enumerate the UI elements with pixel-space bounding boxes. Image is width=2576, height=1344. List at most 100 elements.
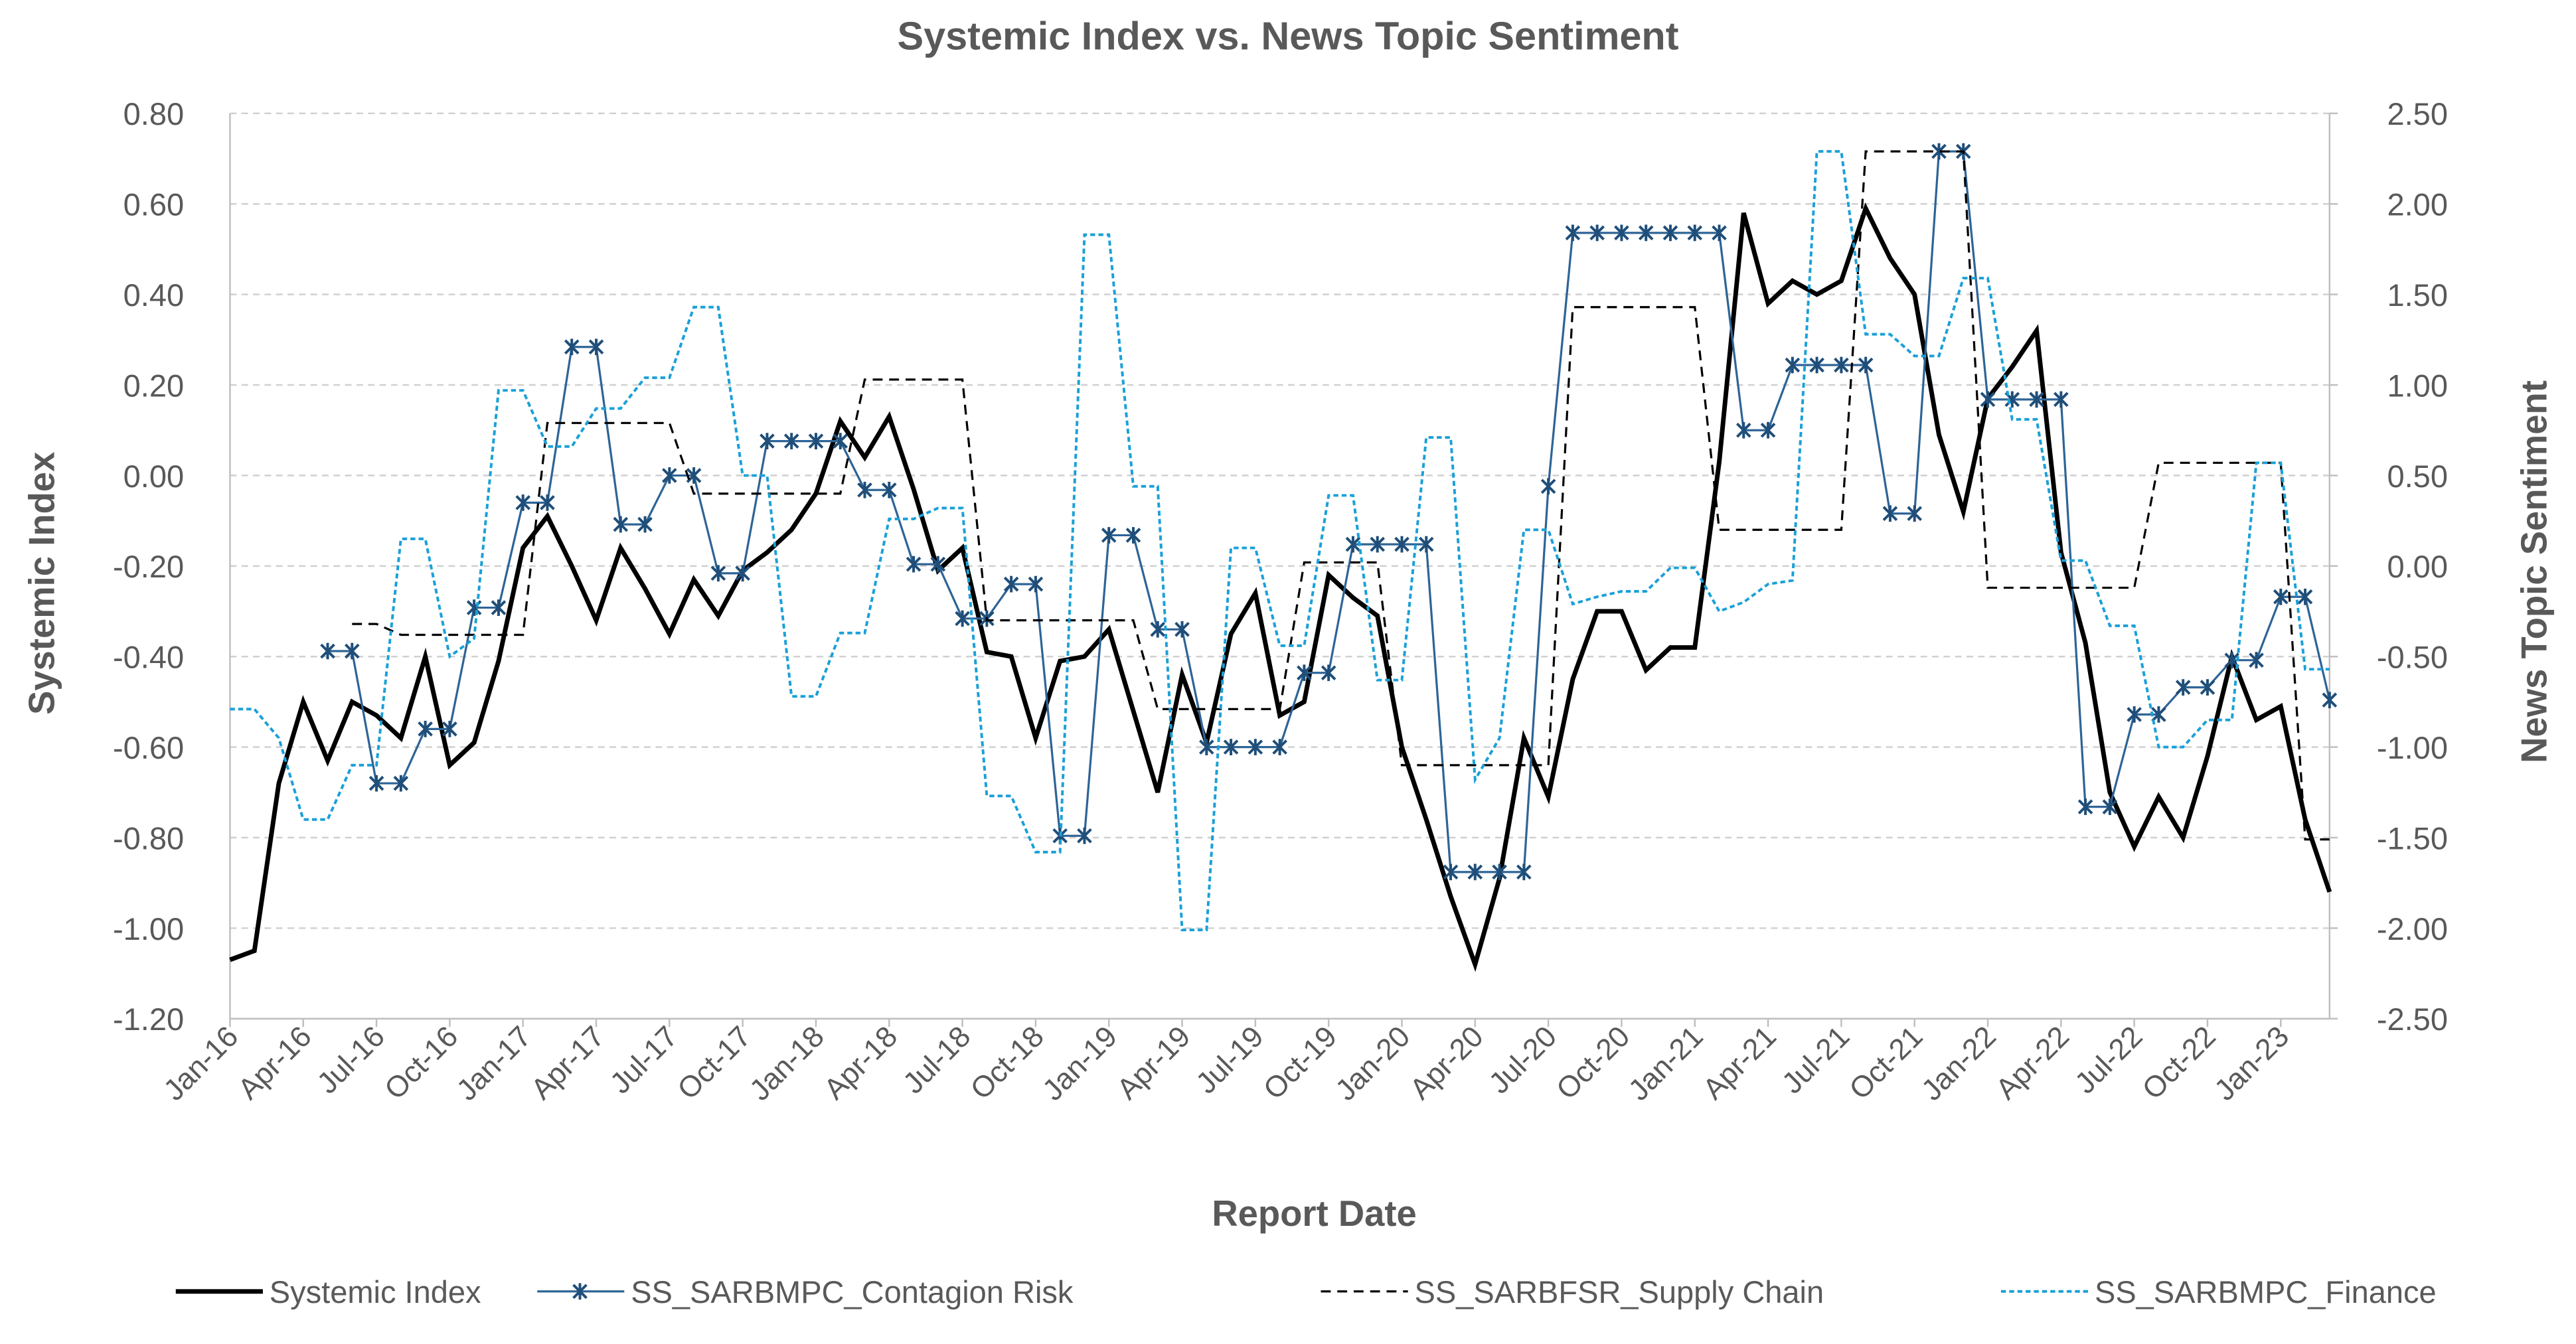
y-tick-label: -0.80: [113, 820, 184, 856]
marker: [368, 775, 384, 792]
y-tick-label: 0.60: [123, 187, 184, 222]
y-tick-label: -0.60: [113, 730, 184, 765]
legend-label: SS_SARBMPC_Finance: [2095, 1274, 2437, 1309]
legend-label: SS_SARBMPC_Contagion Risk: [631, 1274, 1074, 1309]
marker: [344, 642, 360, 660]
marker: [442, 720, 457, 737]
x-tick-label: Jan-20: [1329, 1020, 1416, 1107]
x-tick-label: Jan-17: [451, 1020, 538, 1107]
marker: [930, 556, 946, 573]
y2-tick-label: 1.50: [2387, 277, 2447, 313]
y-tick-label: -0.20: [113, 549, 184, 584]
y2-tick-label: -1.00: [2377, 730, 2448, 765]
marker: [1980, 391, 1996, 408]
marker: [1858, 356, 1874, 374]
x-tick-label: Jul-17: [604, 1020, 684, 1100]
marker: [1370, 536, 1386, 553]
marker: [2297, 588, 2313, 605]
marker: [808, 433, 824, 449]
marker: [2127, 706, 2142, 723]
marker: [320, 642, 335, 660]
x-tick-label: Jul-22: [2069, 1020, 2148, 1100]
x-tick-label: Oct-22: [2136, 1020, 2222, 1106]
marker: [760, 433, 775, 449]
series-line: [327, 150, 2331, 873]
marker: [2151, 706, 2166, 723]
series-line: [352, 150, 2330, 841]
marker: [833, 433, 848, 449]
y2-tick-label: 0.00: [2387, 549, 2447, 584]
y-tick-label: 0.00: [123, 459, 184, 494]
marker: [1760, 421, 1776, 439]
marker: [1516, 863, 1532, 881]
marker: [1174, 621, 1190, 638]
marker: [1712, 224, 1727, 242]
y-tick-label: 0.20: [123, 368, 184, 403]
marker: [1199, 739, 1214, 756]
y-tick-label: -1.00: [113, 911, 184, 946]
x-tick-label: Apr-18: [818, 1020, 904, 1106]
marker: [1443, 863, 1459, 881]
x-tick-label: Apr-21: [1697, 1020, 1783, 1106]
marker: [2273, 588, 2289, 605]
marker: [2053, 391, 2069, 408]
x-tick-label: Apr-17: [525, 1020, 611, 1106]
y2-tick-label: -0.50: [2377, 640, 2448, 675]
x-tick-label: Oct-17: [671, 1020, 757, 1106]
marker: [1931, 143, 1947, 160]
marker: [662, 467, 677, 484]
y2-tick-label: 2.00: [2387, 187, 2447, 222]
marker: [1736, 421, 1751, 439]
series: [229, 202, 2332, 972]
y2-tick-label: 0.50: [2387, 459, 2447, 494]
marker: [2322, 692, 2338, 709]
series-line: [230, 150, 2330, 932]
marker: [1687, 224, 1703, 242]
x-tick-label: Oct-21: [1843, 1020, 1929, 1106]
marker: [2200, 679, 2215, 696]
marker: [1297, 664, 1312, 682]
marker: [1101, 527, 1117, 544]
marker: [1345, 536, 1361, 553]
x-tick-label: Apr-16: [232, 1020, 317, 1106]
x-tick-label: Oct-18: [965, 1020, 1050, 1106]
marker: [1638, 224, 1654, 242]
x-tick-label: Jan-18: [744, 1020, 831, 1107]
marker: [491, 599, 507, 616]
x-tick-label: Apr-19: [1111, 1020, 1196, 1106]
marker: [2175, 679, 2191, 696]
marker: [1321, 664, 1336, 682]
marker: [1834, 356, 1849, 374]
x-tick-label: Oct-19: [1257, 1020, 1343, 1106]
x-tick-label: Jan-22: [1915, 1020, 2002, 1107]
x-tick-label: Jul-16: [311, 1020, 391, 1100]
marker: [686, 467, 702, 484]
marker: [1418, 536, 1434, 553]
series-line: [229, 202, 2332, 972]
marker: [735, 565, 750, 582]
x-tick-label: Oct-16: [378, 1020, 464, 1106]
y2-tick-label: 2.50: [2387, 96, 2447, 131]
marker: [2029, 391, 2044, 408]
x-tick-label: Jul-18: [897, 1020, 977, 1100]
marker: [572, 1283, 588, 1300]
marker: [1662, 224, 1678, 242]
marker: [2249, 652, 2264, 669]
marker: [1223, 739, 1239, 756]
series: [230, 150, 2330, 932]
y2-tick-label: -2.50: [2377, 1002, 2448, 1037]
legend-label: Systemic Index: [270, 1274, 481, 1309]
marker: [955, 610, 970, 627]
marker: [906, 556, 922, 573]
marker: [1540, 478, 1556, 495]
y2-tick-label: -2.00: [2377, 911, 2448, 946]
marker: [1785, 356, 1801, 374]
x-tick-label: Oct-20: [1550, 1020, 1636, 1106]
marker: [1809, 356, 1824, 374]
marker: [613, 516, 629, 533]
y2-tick-label: -1.50: [2377, 820, 2448, 856]
y2-tick-label: 1.00: [2387, 368, 2447, 403]
x-tick-label: Jan-19: [1036, 1020, 1123, 1107]
marker: [1272, 739, 1287, 756]
